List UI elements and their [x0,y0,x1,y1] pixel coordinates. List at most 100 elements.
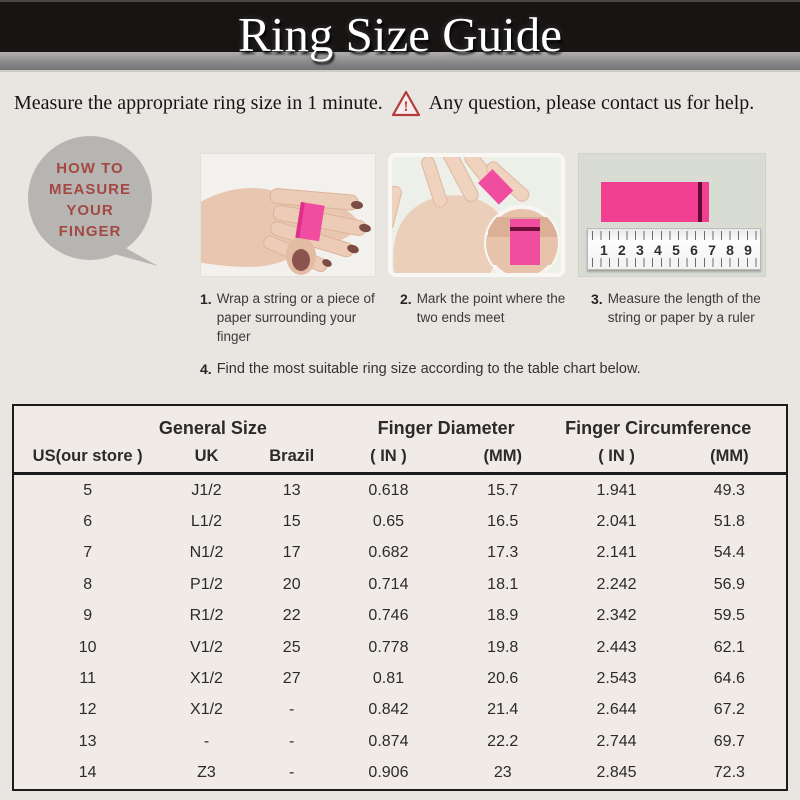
ruler-number: 8 [726,242,734,258]
table-cell: 9 [83,607,93,625]
table-cell: 7 [83,544,93,562]
table-cell: 10 [78,638,97,656]
how-to-measure-bubble: HOW TO MEASURE YOUR FINGER [26,134,170,276]
table-cell: 2.141 [596,544,637,562]
column-header: (MM) [672,441,787,475]
table-row: 11 X1/2 27 0.81 20.6 2.543 64.6 [13,663,787,694]
hand-back-illustration [201,188,371,275]
table-cell: 15 [282,513,301,531]
table-cell: 2.543 [596,670,637,688]
table-cell: 23 [493,764,512,782]
table-cell: 59.5 [713,607,745,625]
column-header: ( IN ) [560,441,673,475]
column-header: ( IN ) [331,441,446,475]
table-cell: - [289,764,295,782]
speech-bubble-shape [28,136,158,266]
group-header: Finger Circumference [565,418,752,438]
table-cell: 2.443 [596,638,637,656]
table-cell: 22.2 [487,732,519,750]
column-header: UK [161,441,252,475]
table-cell: 20 [282,575,301,593]
table-cell: 25 [282,638,301,656]
ruler-ticks-top [592,231,758,240]
pink-paper-strip [601,182,709,222]
table-cell: 12 [78,701,97,719]
page-title: Ring Size Guide [238,7,562,62]
pink-band-step2 [478,169,514,205]
table-cell: 18.9 [487,607,519,625]
table-row: 5 J1/2 13 0.618 15.7 1.941 49.3 [13,474,787,507]
table-cell: 13 [78,732,97,750]
intro-line: Measure the appropriate ring size in 1 m… [14,84,788,122]
table-row: 6 L1/2 15 0.65 16.5 2.041 51.8 [13,506,787,537]
group-header: Finger Diameter [377,418,515,438]
size-table-body: 5 J1/2 13 0.618 15.7 1.941 49.3 6 L1/2 15 0.65 16.5… [13,474,787,790]
table-cell: 2.744 [596,732,637,750]
table-cell: - [289,732,295,750]
intro-text-right: Any question, please contact us for help… [428,91,755,114]
table-cell: J1/2 [191,481,222,499]
svg-text:!: ! [403,99,408,115]
table-cell: - [203,732,210,750]
table-cell: 2.342 [596,607,637,625]
table-cell: X1/2 [190,701,223,719]
ruler-number: 5 [672,242,680,258]
table-cell: 5 [83,481,93,499]
group-header: General Size [158,418,267,438]
table-row: 13 - - 0.874 22.2 2.744 69.7 [13,726,787,757]
warning-triangle-icon: ! [391,90,420,116]
intro-text-left: Measure the appropriate ring size in 1 m… [14,91,383,114]
table-cell: X1/2 [190,670,223,688]
table-cell: 0.778 [368,638,409,656]
column-header: Brazil [251,441,332,475]
step1-photo-wrap-string [200,153,376,277]
table-cell: 0.874 [368,732,409,750]
table-cell: 0.65 [372,513,405,531]
table-cell: 0.906 [368,764,409,782]
table-cell: 27 [282,670,301,688]
table-cell: 2.041 [596,513,637,531]
table-cell: 8 [83,575,93,593]
table-cell: 72.3 [713,764,745,782]
table-cell: 69.7 [713,732,745,750]
table-cell: 49.3 [713,481,745,499]
table-cell: 21.4 [487,701,519,719]
table-cell: 20.6 [487,670,519,688]
step2-caption: 2. Mark the point where the two ends mee… [400,291,566,325]
title-bar-gray-band [0,52,800,72]
table-cell: 13 [282,481,301,499]
ruler-number: 3 [636,242,644,258]
table-cell: 1.941 [596,481,637,499]
table-row: 14 Z3 - 0.906 23 2.845 72.3 [13,758,787,790]
step2-photo-mark-point [388,153,565,277]
table-cell: 16.5 [487,513,519,531]
table-cell: 64.6 [713,670,745,688]
table-cell: 0.714 [368,575,409,593]
table-cell: 56.9 [713,575,745,593]
table-row: 9 R1/2 22 0.746 18.9 2.342 59.5 [13,601,787,632]
table-cell: 2.644 [596,701,637,719]
table-cell: 54.4 [713,544,745,562]
mark-line [510,227,540,231]
ruler-number: 6 [690,242,698,258]
table-cell: N1/2 [189,544,224,562]
column-header: US(our store ) [13,441,162,475]
table-cell: 17.3 [487,544,519,562]
table-cell: L1/2 [190,513,223,531]
table-cell: 62.1 [713,638,745,656]
pen-mark [698,182,702,222]
palm-illustration [392,157,560,273]
table-cell: Z3 [197,764,216,782]
table-row: 8 P1/2 20 0.714 18.1 2.242 56.9 [13,569,787,600]
size-table-head: General Size Finger Diameter Finger Circum… [13,405,787,475]
table-cell: 67.2 [713,701,745,719]
table-row: 7 N1/2 17 0.682 17.3 2.141 54.4 [13,538,787,569]
table-cell: 0.81 [372,670,405,688]
size-table: General Size Finger Diameter Finger Circum… [12,404,788,791]
table-cell: 22 [282,607,301,625]
column-header: (MM) [445,441,561,475]
table-cell: 14 [78,764,97,782]
table-cell: R1/2 [189,607,224,625]
ruler-number: 2 [618,242,626,258]
